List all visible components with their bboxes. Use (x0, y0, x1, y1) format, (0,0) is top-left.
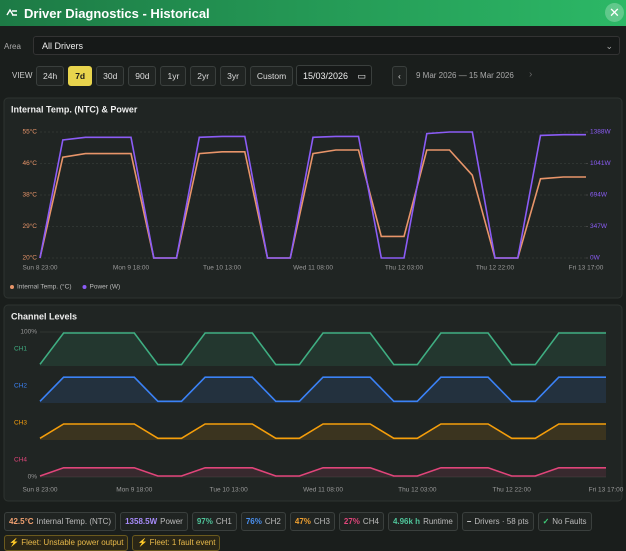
next-button[interactable]: › (529, 69, 532, 80)
stat-label: No Faults (552, 517, 586, 526)
view-option[interactable]: 30d (96, 66, 124, 86)
date-value: 15/03/2026 (303, 71, 348, 81)
stats: 42.5°CInternal Temp. (NTC)1358.5WPower97… (4, 512, 592, 531)
legend-label: Internal Temp. (°C) (17, 283, 72, 291)
area-value: All Drivers (42, 41, 83, 51)
y-tick-label: 20°C (22, 254, 37, 262)
alert-chip: ⚡ Fleet: 1 fault event (132, 535, 220, 551)
legend-label: Power (W) (90, 284, 121, 291)
stat-chip: 76%CH2 (241, 512, 286, 531)
view-option[interactable]: 2yr (190, 66, 216, 86)
stat-chip: 42.5°CInternal Temp. (NTC) (4, 512, 116, 531)
view-option[interactable]: 90d (128, 66, 156, 86)
stat-label: CH4 (363, 517, 379, 526)
stat-value: 27% (344, 517, 360, 526)
header: Driver Diagnostics - Historical ✕ (0, 0, 626, 26)
stat-value: ✓ (543, 517, 550, 526)
stat-label: CH3 (314, 517, 330, 526)
stat-label: CH1 (216, 517, 232, 526)
y-tick-label: 38°C (22, 191, 37, 199)
series-label: CH2 (14, 383, 27, 390)
x-tick-label: Fri 13 17:00 (569, 265, 604, 272)
series-label: CH1 (14, 346, 27, 353)
chart-title: Internal Temp. (NTC) & Power (11, 104, 138, 114)
alert-text: Fleet: 1 fault event (150, 538, 216, 547)
icon (6, 7, 18, 19)
y-tick-label: 29°C (22, 222, 37, 230)
date-input[interactable]: 15/03/2026 ▭ (296, 65, 372, 86)
stat-chip: 97%CH1 (192, 512, 237, 531)
x-tick-label: Mon 9 18:00 (113, 265, 150, 272)
stat-chip: 47%CH3 (290, 512, 335, 531)
stat-value: – (467, 517, 471, 526)
y2-tick-label: 347W (590, 223, 608, 230)
alert-text: Fleet: Unstable power output (21, 538, 123, 547)
series-label: CH4 (14, 457, 27, 464)
stat-chip: 27%CH4 (339, 512, 384, 531)
stat-label: Power (160, 517, 183, 526)
area-select[interactable]: All Drivers ⌄ (33, 36, 620, 55)
view-option[interactable]: Custom (250, 66, 293, 86)
series-label: CH3 (14, 420, 27, 427)
x-tick-label: Fri 13 17:00 (589, 487, 624, 494)
legend-marker (10, 285, 14, 289)
stat-label: Runtime (423, 517, 453, 526)
y2-tick-label: 694W (590, 192, 608, 199)
title: Driver Diagnostics - Historical (24, 6, 210, 21)
y2-tick-label: 1041W (590, 160, 611, 167)
stat-chip: –Drivers · 58 pts (462, 512, 534, 531)
chevron: ⌄ (605, 37, 613, 56)
alerts: ⚡ Fleet: Unstable power output⚡ Fleet: 1… (4, 535, 220, 551)
stat-value: 1358.5W (125, 517, 157, 526)
view-option[interactable]: 24h (36, 66, 64, 86)
x-tick-label: Sun 8 23:00 (22, 487, 57, 494)
stat-chip: 4.96k hRuntime (388, 512, 458, 531)
view-option[interactable]: 7d (68, 66, 92, 86)
stat-value: 76% (246, 517, 262, 526)
view-option[interactable]: 1yr (160, 66, 186, 86)
view-option[interactable]: 3yr (220, 66, 246, 86)
stat-value: 42.5°C (9, 517, 34, 526)
y2-tick-label: 1388W (590, 129, 611, 136)
stat-chip: ✓No Faults (538, 512, 592, 531)
y2-tick-label: 0W (590, 255, 601, 262)
calendar-icon: ▭ (357, 66, 366, 87)
x-tick-label: Thu 12 03:00 (398, 487, 437, 494)
y-tick-label: 100% (20, 329, 37, 336)
stat-chip: 1358.5WPower (120, 512, 188, 531)
stat-value: 97% (197, 517, 213, 526)
view-options: 24h7d30d90d1yr2yr3yrCustom (36, 66, 293, 86)
stat-label: Internal Temp. (NTC) (37, 517, 112, 526)
x-tick-label: Thu 12 22:00 (476, 265, 515, 272)
y-tick-label: 46°C (22, 159, 37, 167)
y-tick-label: 55°C (22, 128, 37, 136)
prev-button[interactable]: ‹ (392, 66, 407, 86)
alert-chip: ⚡ Fleet: Unstable power output (4, 535, 128, 551)
alert-icon: ⚡ (9, 538, 21, 547)
x-tick-label: Thu 12 03:00 (385, 265, 424, 272)
x-tick-label: Tue 10 13:00 (210, 487, 248, 494)
x-tick-label: Tue 10 13:00 (203, 265, 241, 272)
stat-value: 4.96k h (393, 517, 420, 526)
stat-value: 47% (295, 517, 311, 526)
area-label: Area (4, 42, 21, 51)
view-label: VIEW (12, 71, 32, 80)
x-tick-label: Wed 11 08:00 (293, 265, 333, 272)
date-range: 9 Mar 2026 — 15 Mar 2026 (416, 71, 514, 80)
chart-title: Channel Levels (11, 311, 77, 321)
y-tick-label: 0% (28, 474, 38, 481)
stat-label: CH2 (265, 517, 281, 526)
x-tick-label: Mon 9 18:00 (116, 487, 153, 494)
legend-marker (83, 285, 87, 289)
stat-label: Drivers · 58 pts (474, 517, 528, 526)
alert-icon: ⚡ (137, 538, 149, 547)
x-tick-label: Wed 11 08:00 (303, 487, 343, 494)
x-tick-label: Thu 12 22:00 (493, 487, 532, 494)
x-tick-label: Sun 8 23:00 (22, 265, 57, 272)
close-button[interactable]: ✕ (605, 3, 624, 22)
